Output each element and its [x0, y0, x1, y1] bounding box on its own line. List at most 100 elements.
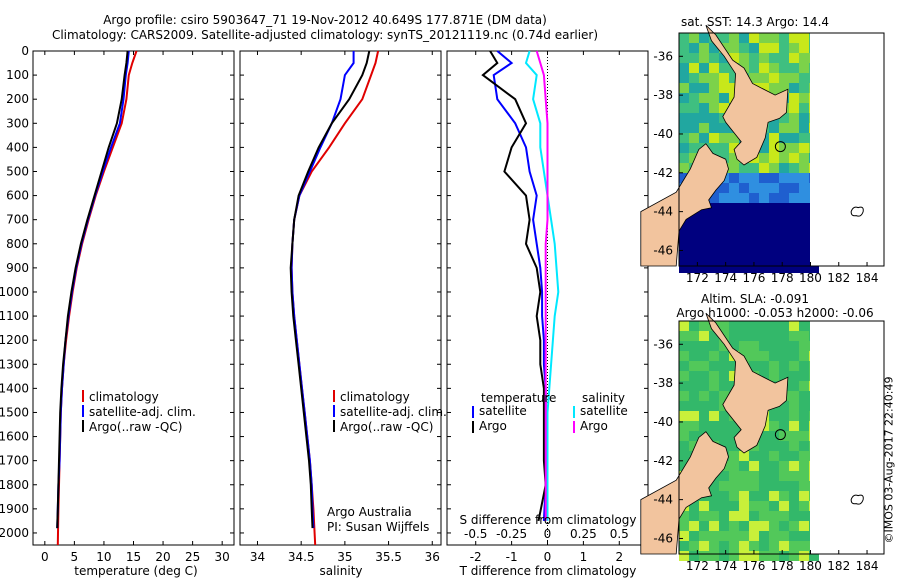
map-cell — [749, 501, 759, 511]
map-cell — [799, 213, 809, 223]
map-cell — [749, 193, 759, 203]
map-cell — [789, 233, 799, 243]
map-cell — [769, 471, 779, 481]
map-cell — [779, 491, 789, 501]
lat-tick-label: -36 — [653, 337, 673, 351]
map-cell — [729, 541, 739, 551]
map-cell — [759, 53, 769, 63]
map-cell — [789, 381, 799, 391]
temperature-xtick-label: 10 — [96, 550, 111, 564]
map-cell — [739, 233, 749, 243]
map-cell — [689, 63, 699, 73]
map-cell — [769, 83, 779, 93]
depth-tick-label: 2000 — [0, 526, 29, 540]
map-cell — [779, 43, 789, 53]
map-cell — [789, 421, 799, 431]
salinity-xtick-label: 34 — [250, 550, 265, 564]
map-cell — [759, 531, 769, 541]
map-cell — [759, 183, 769, 193]
legend-sal-title: salinity — [582, 391, 625, 405]
lat-tick-label: -36 — [653, 49, 673, 63]
map-cell — [779, 351, 789, 361]
map-cell — [689, 401, 699, 411]
map-cell — [789, 43, 799, 53]
map-cell — [759, 491, 769, 501]
lon-tick-label: 180 — [799, 271, 822, 285]
map-cell — [699, 243, 709, 253]
map-cell — [699, 411, 709, 421]
chatham-islands — [850, 494, 864, 505]
lon-tick-label: 172 — [686, 559, 709, 573]
legend-label: climatology — [340, 390, 410, 404]
map-cell — [679, 163, 689, 173]
s-diff-tick-label: -0.25 — [496, 527, 527, 541]
map-cell — [729, 173, 739, 183]
map-cell — [719, 511, 729, 521]
map-cell — [769, 491, 779, 501]
map-cell — [779, 163, 789, 173]
map-cell — [689, 93, 699, 103]
depth-tick-label: 0 — [21, 44, 29, 58]
map-cell — [729, 243, 739, 253]
map-cell — [719, 33, 729, 43]
difference-panel: -2-1012-0.5-0.2500.250.5temperaturesalin… — [446, 50, 649, 564]
map-cell — [799, 203, 809, 213]
map-cell — [719, 133, 729, 143]
map-cell — [779, 73, 789, 83]
map-cell — [699, 123, 709, 133]
map-cell — [789, 471, 799, 481]
depth-tick-label: 600 — [6, 189, 29, 203]
map-cell — [739, 193, 749, 203]
map-cell — [689, 133, 699, 143]
map-cell — [709, 331, 719, 341]
map-cell — [789, 511, 799, 521]
map-cell — [679, 461, 689, 471]
map-cell — [769, 331, 779, 341]
map-cell — [789, 243, 799, 253]
map-cell — [719, 501, 729, 511]
map-cell — [709, 381, 719, 391]
map-cell — [799, 183, 809, 193]
map-cell — [729, 263, 739, 273]
map-cell — [679, 541, 689, 551]
map-cell — [709, 233, 719, 243]
map-cell — [759, 371, 769, 381]
depth-tick-label: 1100 — [0, 309, 29, 323]
map-cell — [789, 93, 799, 103]
map-cell — [709, 193, 719, 203]
map-cell — [709, 93, 719, 103]
map-cell — [789, 63, 799, 73]
map-cell — [689, 243, 699, 253]
map-cell — [779, 421, 789, 431]
map-cell — [739, 321, 749, 331]
map-cell — [679, 381, 689, 391]
map-cell — [729, 531, 739, 541]
map-cell — [749, 451, 759, 461]
map-cell — [709, 481, 719, 491]
map-cell — [779, 53, 789, 63]
map-cell — [789, 401, 799, 411]
map-cell — [779, 321, 789, 331]
depth-tick-label: 800 — [6, 237, 29, 251]
chatham-islands — [850, 206, 864, 217]
legend-label: satellite — [580, 404, 628, 418]
temperature-xtick-label: 15 — [126, 550, 141, 564]
map-cell — [689, 233, 699, 243]
difference-series-salinity-argo — [535, 50, 549, 521]
map-cell — [709, 351, 719, 361]
map-cell — [709, 361, 719, 371]
map-cell — [719, 321, 729, 331]
lon-tick-label: 182 — [827, 559, 850, 573]
map-cell — [799, 501, 809, 511]
map-cell — [719, 83, 729, 93]
map-cell — [689, 53, 699, 63]
difference-xlabel: T difference from climatology — [459, 564, 637, 578]
map-cell — [729, 83, 739, 93]
map-cell — [759, 471, 769, 481]
map-cell — [799, 163, 809, 173]
legend-label: Argo(..raw -QC) — [89, 420, 182, 434]
map-cell — [739, 501, 749, 511]
map-cell — [759, 521, 769, 531]
salinity-xtick-label: 35 — [337, 550, 352, 564]
map-cell — [789, 481, 799, 491]
